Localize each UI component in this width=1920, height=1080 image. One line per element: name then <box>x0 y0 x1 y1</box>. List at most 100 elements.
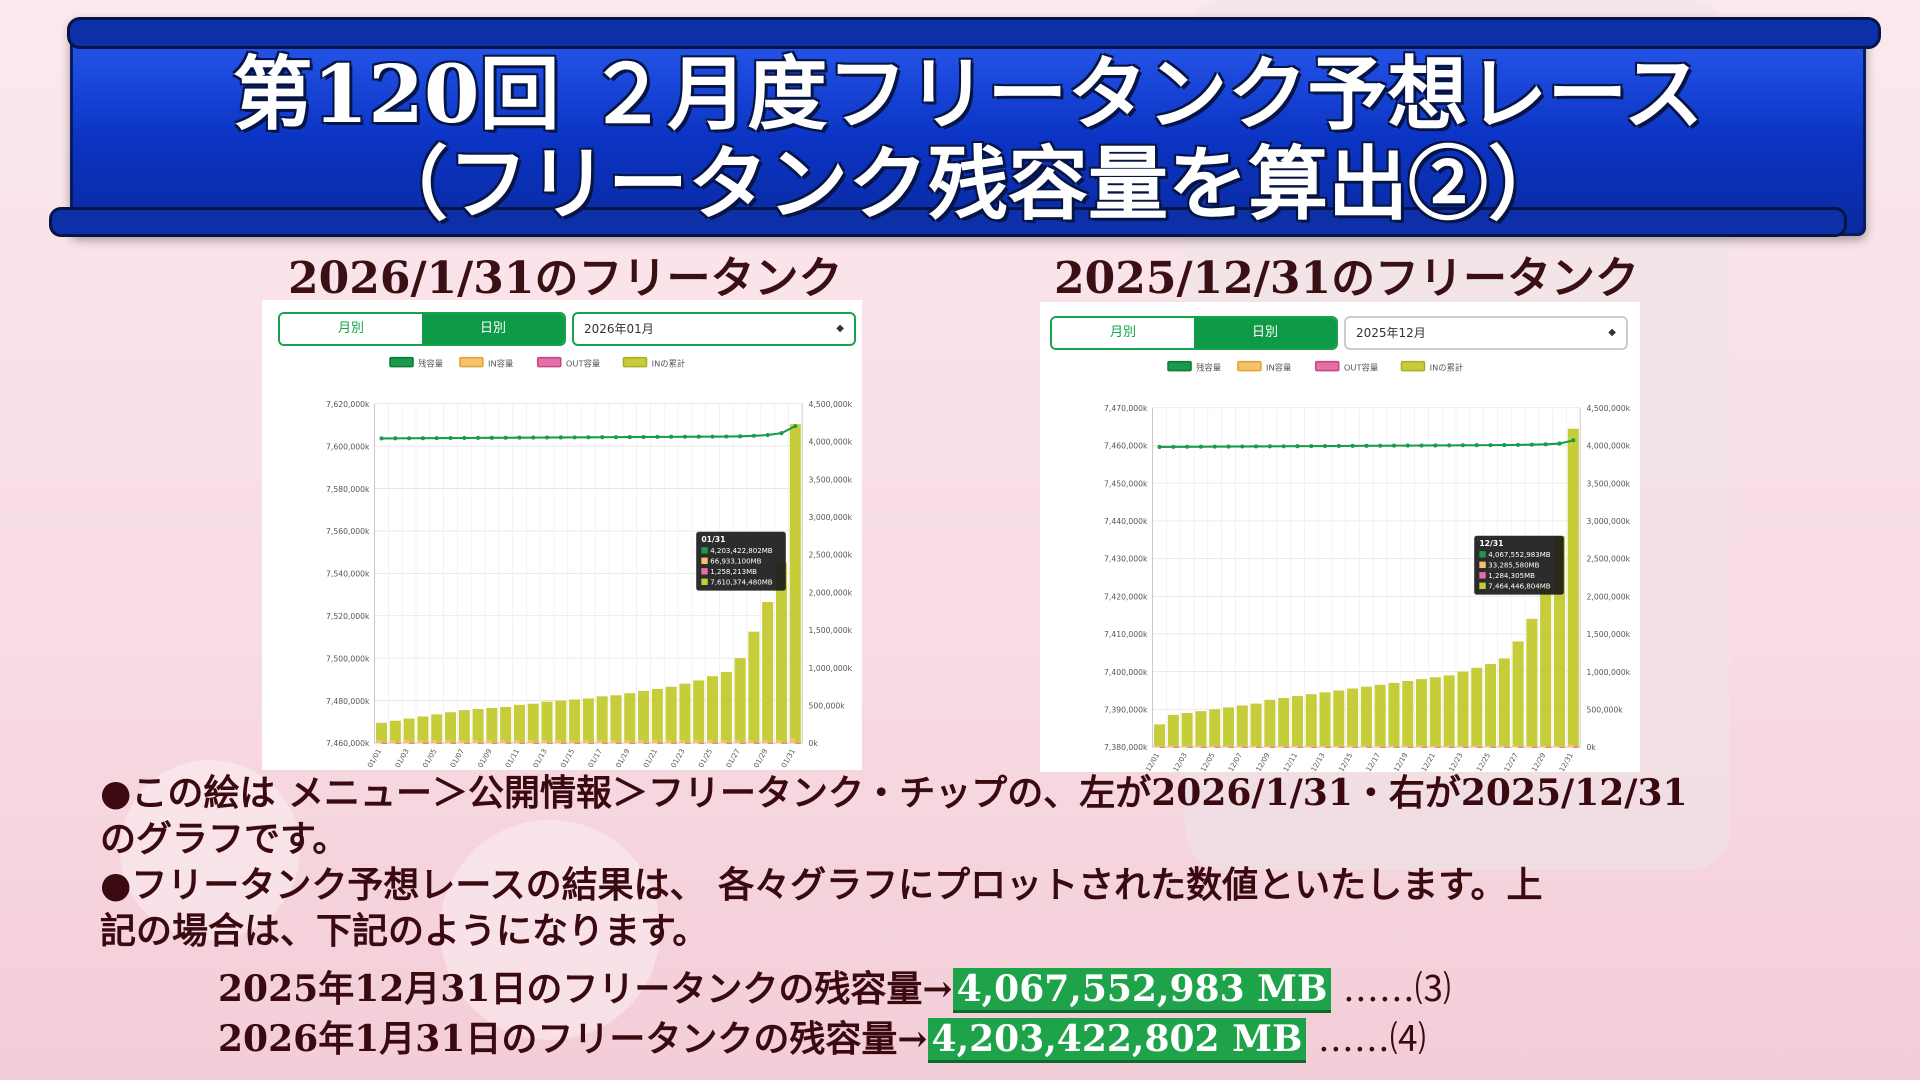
y-left-tick-label: 7,600,000k <box>326 442 370 451</box>
right-month-select[interactable]: 2025年12月 ◆ <box>1344 316 1628 350</box>
bar-in-capacity <box>720 739 727 743</box>
bar-out-capacity <box>560 742 567 744</box>
legend-swatch <box>1167 360 1192 372</box>
bar-in-capacity <box>624 739 630 743</box>
bar-in-capacity <box>513 739 520 743</box>
result-suffix: ……⑶ <box>1331 969 1451 1010</box>
left-tab-monthly[interactable]: 月別 <box>280 314 422 344</box>
bar-in-capacity <box>1443 745 1450 747</box>
point-remaining <box>1405 443 1410 448</box>
bar-out-capacity <box>712 742 719 744</box>
bar-out-capacity <box>1228 746 1235 748</box>
point-remaining <box>1212 444 1217 449</box>
legend-swatch <box>622 356 648 368</box>
bar-in-cumulative <box>665 686 677 743</box>
point-remaining <box>613 435 619 440</box>
bar-out-capacity <box>574 742 581 744</box>
bar-out-capacity <box>602 742 608 744</box>
bar-in-capacity <box>486 739 492 743</box>
y-right-tick-label: 2,500,000k <box>1587 555 1631 564</box>
left-tab-daily[interactable]: 日別 <box>422 314 564 344</box>
bar-out-capacity <box>1256 746 1262 748</box>
result-suffix: ……⑷ <box>1306 1019 1426 1060</box>
bar-in-cumulative <box>1540 581 1552 747</box>
y-right-tick-label: 1,500,000k <box>809 626 853 635</box>
bar-in-capacity <box>665 739 672 743</box>
x-tick-label: 01/13 <box>531 747 549 769</box>
bar-out-capacity <box>726 742 732 744</box>
right-tab-daily[interactable]: 日別 <box>1194 318 1336 348</box>
y-right-tick-label: 3,500,000k <box>809 475 853 484</box>
y-right-tick-label: 1,000,000k <box>1587 668 1631 677</box>
explanation-notes: ●この絵は メニュー＞公開情報＞フリータンク・チップの、左が2026/1/31・… <box>100 770 1820 954</box>
legend-swatch <box>389 356 414 368</box>
bar-in-capacity <box>1512 745 1519 747</box>
bar-out-capacity <box>1380 746 1386 748</box>
bar-out-capacity <box>505 742 512 744</box>
point-remaining <box>1488 443 1493 448</box>
bar-in-cumulative <box>1443 675 1455 747</box>
bar-in-capacity <box>1360 745 1367 747</box>
bar-out-capacity <box>1269 746 1276 748</box>
bar-out-capacity <box>753 742 760 744</box>
tooltip-swatch <box>701 568 708 575</box>
bar-in-cumulative <box>555 700 567 743</box>
bar-in-cumulative <box>748 631 760 743</box>
tooltip-box <box>1474 535 1564 595</box>
bar-out-capacity <box>1504 746 1510 748</box>
bar-in-capacity <box>1222 745 1229 747</box>
bar-out-capacity <box>547 742 553 744</box>
left-chart-caption: 2026/1/31のフリータンク <box>288 253 843 304</box>
right-tab-monthly[interactable]: 月別 <box>1052 318 1194 348</box>
bar-out-capacity <box>643 742 650 744</box>
x-tick-label: 01/03 <box>393 747 411 769</box>
bar-in-cumulative <box>1222 707 1235 747</box>
point-remaining <box>1543 442 1548 447</box>
left-month-select-value: 2026年01月 <box>584 322 654 336</box>
right-chart-caption: 2025/12/31のフリータンク <box>1054 253 1640 304</box>
tooltip-line: 7,464,446,804MB <box>1488 581 1551 590</box>
bar-in-capacity <box>1388 745 1394 747</box>
bar-in-cumulative <box>1333 690 1345 747</box>
bar-in-cumulative <box>707 676 719 743</box>
note-line: のグラフです。 <box>100 818 349 860</box>
bar-out-capacity <box>1490 746 1497 748</box>
bar-out-capacity <box>1449 746 1455 748</box>
tooltip-line: 1,284,305MB <box>1488 571 1535 580</box>
y-left-tick-label: 7,520,000k <box>326 612 370 621</box>
point-remaining <box>586 435 591 440</box>
bar-out-capacity <box>1352 746 1359 748</box>
bar-in-cumulative <box>1429 677 1441 747</box>
legend-swatch <box>1400 360 1426 372</box>
point-remaining <box>655 434 660 439</box>
bar-out-capacity <box>1242 746 1248 748</box>
bar-out-capacity <box>1297 746 1303 748</box>
y-left-tick-label: 7,540,000k <box>326 570 370 579</box>
point-remaining <box>1557 441 1562 446</box>
bar-in-cumulative <box>789 424 801 743</box>
y-left-tick-label: 7,390,000k <box>1104 705 1148 714</box>
point-remaining <box>544 435 550 440</box>
left-month-select[interactable]: 2026年01月 ◆ <box>572 312 856 346</box>
tooltip-line: 4,067,552,983MB <box>1488 550 1551 559</box>
bar-out-capacity <box>781 742 787 744</box>
point-remaining <box>572 435 577 440</box>
point-remaining <box>1460 443 1465 448</box>
note-line: 記の場合は、下記のようになります。 <box>100 910 709 952</box>
x-tick-label: 01/05 <box>421 747 439 769</box>
bar-in-capacity <box>1195 745 1201 747</box>
point-remaining <box>393 436 398 441</box>
point-remaining <box>724 434 729 439</box>
bar-in-cumulative <box>775 562 787 743</box>
tooltip-title: 01/31 <box>701 535 725 544</box>
bar-in-capacity <box>1429 745 1436 747</box>
y-left-tick-label: 7,380,000k <box>1104 743 1148 752</box>
bar-in-cumulative <box>1485 664 1497 747</box>
point-remaining <box>1447 443 1452 448</box>
bar-out-capacity <box>450 742 457 744</box>
point-remaining <box>1336 443 1341 449</box>
bar-in-capacity <box>789 737 796 743</box>
bar-in-cumulative <box>1278 697 1290 747</box>
bar-out-capacity <box>1407 746 1414 748</box>
bar-in-cumulative <box>1457 671 1469 747</box>
